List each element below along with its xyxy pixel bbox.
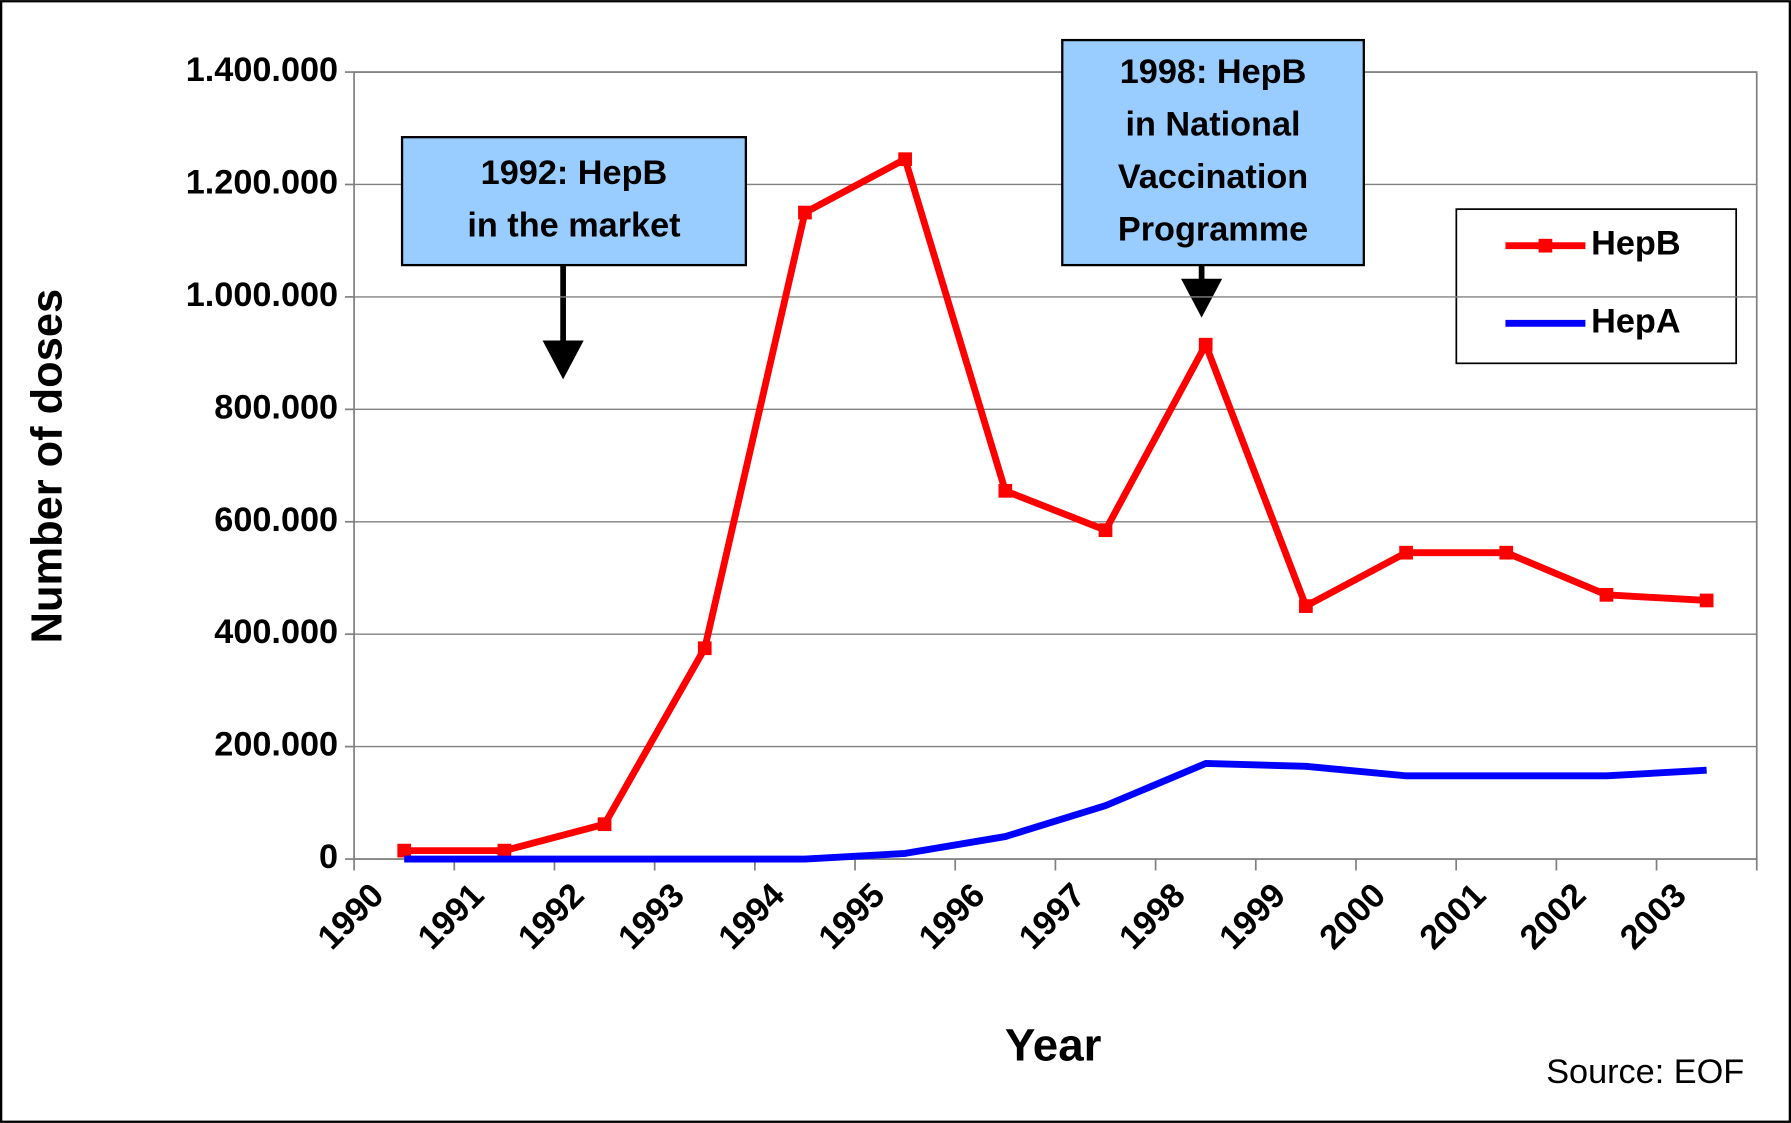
data-marker	[497, 843, 512, 858]
data-marker	[1499, 545, 1514, 560]
data-marker	[798, 205, 812, 220]
data-marker	[1098, 523, 1113, 538]
data-marker	[1599, 587, 1614, 602]
legend-label: HepB	[1591, 225, 1680, 263]
legend-marker	[1538, 238, 1553, 253]
data-marker	[998, 483, 1013, 498]
annotation-box	[400, 136, 748, 267]
legend-box	[1455, 208, 1738, 365]
arrow-head	[1181, 278, 1223, 318]
annotation-box	[1061, 38, 1365, 267]
data-marker	[1699, 593, 1714, 608]
series-line	[404, 155, 1707, 855]
data-marker	[1299, 599, 1313, 613]
y-tick-label: 800.000	[214, 388, 338, 426]
y-axis-title: Number of doses	[24, 289, 72, 643]
y-tick-label: 0	[319, 838, 338, 876]
arrow-head	[542, 340, 584, 380]
data-marker	[1198, 337, 1213, 352]
data-marker	[697, 641, 712, 656]
series-line	[404, 760, 1707, 863]
data-marker	[898, 152, 912, 167]
legend-label: HepA	[1591, 302, 1680, 340]
y-tick-label: 1.400.000	[186, 51, 338, 89]
data-marker	[597, 817, 612, 832]
annotation-text: in the market	[467, 206, 680, 244]
y-tick-label: 1.200.000	[186, 164, 338, 202]
y-tick-label: 200.000	[214, 726, 338, 764]
annotation-text: Vaccination	[1118, 158, 1308, 196]
annotation-text: in National	[1125, 105, 1300, 143]
y-tick-label: 600.000	[214, 501, 338, 539]
data-marker	[1399, 545, 1413, 560]
y-tick-label: 1.000.000	[186, 276, 338, 314]
annotation-text: 1992: HepB	[481, 154, 668, 192]
annotation-text: 1998: HepB	[1120, 53, 1307, 91]
annotation-text: Programme	[1118, 210, 1308, 248]
source-note: Source: EOF	[1546, 1053, 1744, 1091]
x-axis-title: Year	[1005, 1020, 1102, 1071]
y-tick-label: 400.000	[214, 613, 338, 651]
data-marker	[397, 843, 412, 858]
